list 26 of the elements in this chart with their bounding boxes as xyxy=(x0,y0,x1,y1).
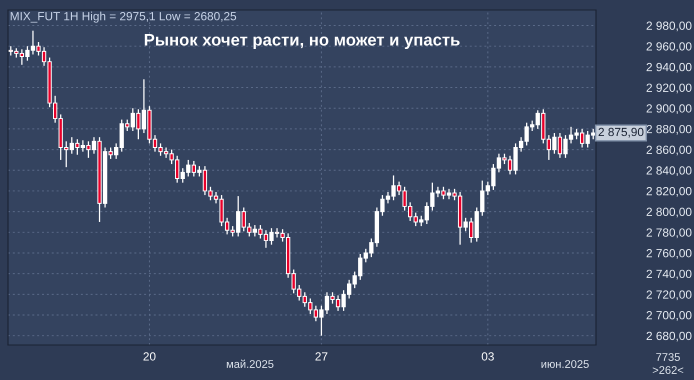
y-tick-label: 2 720,00 xyxy=(646,290,692,300)
y-tick-label: 2 700,00 xyxy=(646,311,692,321)
x-tick-label: 03 xyxy=(482,352,494,361)
text: >262< xyxy=(652,366,684,374)
text: Рынок хочет расти, но может и упасть xyxy=(144,34,460,49)
y-tick-label: 2 960,00 xyxy=(646,42,692,52)
text: май.2025 xyxy=(226,360,274,368)
y-tick-label: 2 980,00 xyxy=(646,22,692,32)
y-tick-label: 2 840,00 xyxy=(646,166,692,176)
text: июн.2025 xyxy=(542,360,589,368)
x-tick-label: 27 xyxy=(315,352,328,360)
y-tick-label: 2 760,00 xyxy=(646,249,692,259)
chart-title: MIX_FUT 1H High = 2975,1 Low = 2680,25 xyxy=(10,12,236,23)
y-tick-label: 2 900,00 xyxy=(646,104,692,114)
y-tick-label: 2 780,00 xyxy=(646,228,692,238)
y-tick-label: 2 880,00 xyxy=(646,124,692,135)
y-tick-label: 2 800,00 xyxy=(646,208,692,218)
y-tick-label: 2 920,00 xyxy=(646,84,692,94)
y-tick-label: 2 740,00 xyxy=(646,270,692,280)
y-tick-label: 2 680,00 xyxy=(646,332,692,342)
y-tick-label: 2 820,00 xyxy=(646,186,692,197)
y-tick-label: 2 860,00 xyxy=(646,146,692,156)
text: 7735 xyxy=(656,353,680,361)
x-tick-label: 20 xyxy=(143,352,156,361)
y-tick-label: 2 940,00 xyxy=(646,62,692,73)
text: 2 875,90 xyxy=(598,128,644,138)
